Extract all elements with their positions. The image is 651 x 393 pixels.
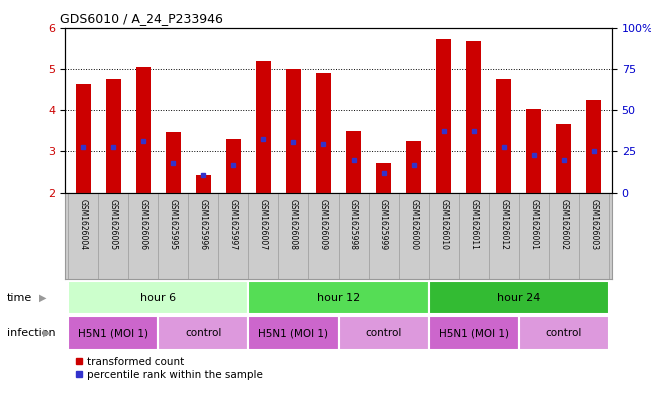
- Bar: [339, 316, 428, 350]
- Bar: [249, 316, 339, 350]
- Bar: [196, 175, 211, 193]
- Bar: [316, 73, 331, 193]
- Bar: [587, 100, 602, 193]
- Text: GSM1626005: GSM1626005: [109, 200, 118, 251]
- Text: H5N1 (MOI 1): H5N1 (MOI 1): [439, 328, 508, 338]
- Text: H5N1 (MOI 1): H5N1 (MOI 1): [78, 328, 148, 338]
- Text: ▶: ▶: [38, 293, 46, 303]
- Text: GSM1625998: GSM1625998: [349, 200, 358, 250]
- Text: control: control: [185, 328, 221, 338]
- Bar: [376, 163, 391, 193]
- Text: hour 24: hour 24: [497, 293, 540, 303]
- Text: GSM1625996: GSM1625996: [199, 200, 208, 251]
- Text: GSM1626008: GSM1626008: [289, 200, 298, 250]
- Text: GSM1625999: GSM1625999: [379, 200, 388, 251]
- Bar: [428, 281, 609, 314]
- Text: GSM1625995: GSM1625995: [169, 200, 178, 251]
- Bar: [286, 69, 301, 193]
- Bar: [256, 61, 271, 193]
- Text: GSM1626003: GSM1626003: [589, 200, 598, 251]
- Bar: [436, 39, 451, 193]
- Bar: [428, 316, 519, 350]
- Text: time: time: [7, 293, 32, 303]
- Text: GSM1626010: GSM1626010: [439, 200, 448, 250]
- Bar: [166, 132, 181, 193]
- Bar: [526, 109, 542, 193]
- Bar: [406, 141, 421, 193]
- Text: GSM1626004: GSM1626004: [79, 200, 88, 251]
- Bar: [519, 316, 609, 350]
- Legend: transformed count, percentile rank within the sample: transformed count, percentile rank withi…: [70, 353, 267, 384]
- Text: GSM1626001: GSM1626001: [529, 200, 538, 250]
- Bar: [158, 316, 249, 350]
- Text: H5N1 (MOI 1): H5N1 (MOI 1): [258, 328, 329, 338]
- Bar: [249, 281, 428, 314]
- Bar: [68, 281, 249, 314]
- Bar: [76, 84, 90, 193]
- Text: hour 12: hour 12: [317, 293, 360, 303]
- Text: control: control: [365, 328, 402, 338]
- Text: GSM1626011: GSM1626011: [469, 200, 478, 250]
- Text: GSM1625997: GSM1625997: [229, 200, 238, 251]
- Bar: [68, 316, 158, 350]
- Text: control: control: [546, 328, 582, 338]
- Bar: [346, 130, 361, 193]
- Text: GSM1626007: GSM1626007: [259, 200, 268, 251]
- Text: GSM1626006: GSM1626006: [139, 200, 148, 251]
- Text: GSM1626000: GSM1626000: [409, 200, 418, 251]
- Bar: [226, 139, 241, 193]
- Text: GSM1626012: GSM1626012: [499, 200, 508, 250]
- Bar: [105, 79, 120, 193]
- Bar: [557, 125, 572, 193]
- Text: GDS6010 / A_24_P233946: GDS6010 / A_24_P233946: [60, 12, 223, 25]
- Bar: [466, 41, 481, 193]
- Bar: [135, 67, 151, 193]
- Text: infection: infection: [7, 328, 55, 338]
- Text: GSM1626009: GSM1626009: [319, 200, 328, 251]
- Bar: [496, 79, 511, 193]
- Text: GSM1626002: GSM1626002: [559, 200, 568, 250]
- Text: ▶: ▶: [43, 328, 51, 338]
- Text: hour 6: hour 6: [140, 293, 176, 303]
